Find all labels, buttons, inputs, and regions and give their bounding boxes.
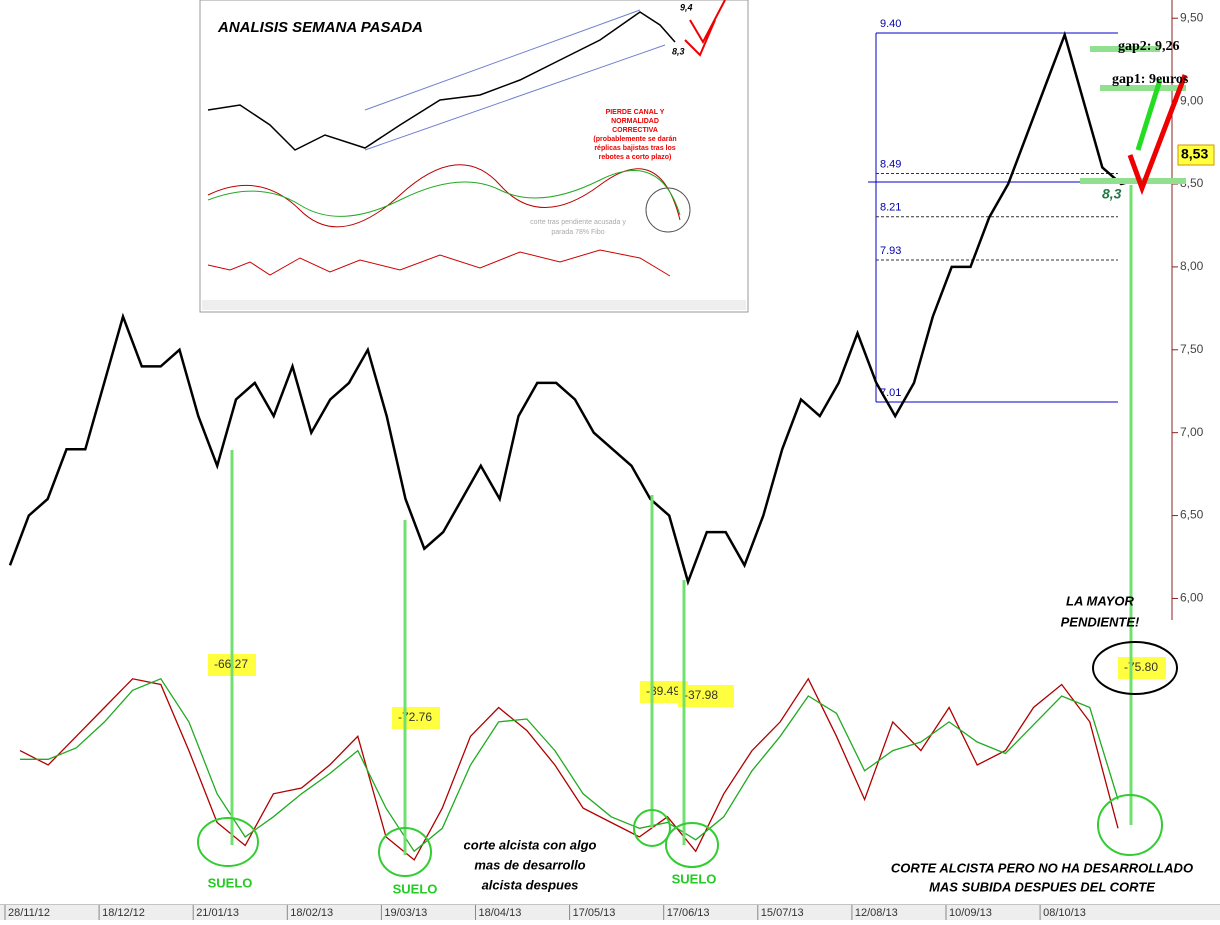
floor-circle [665, 822, 719, 868]
x-tick-label: 08/10/13 [1043, 907, 1086, 919]
inset-note: réplicas bajistas tras los [594, 145, 675, 152]
inset-note: (probablemente se darán [593, 136, 676, 143]
inset-title: ANALISIS SEMANA PASADA [217, 19, 423, 36]
floor-circle [197, 817, 259, 867]
y-tick-label: 7,00 [1180, 425, 1204, 439]
annotation: 8,53 [1181, 146, 1208, 162]
inset-circle [645, 187, 691, 233]
annotation: PENDIENTE! [1061, 614, 1140, 629]
x-tick-label: 19/03/13 [384, 907, 427, 919]
inset-high: 9,4 [680, 2, 693, 12]
inset-note: PIERDE CANAL Y [606, 109, 665, 116]
inset-channel [364, 9, 666, 151]
fib-label: 7.93 [880, 245, 901, 257]
annotation: SUELO [208, 875, 253, 890]
floor-circle [378, 827, 432, 877]
level-label: -75.80 [1124, 660, 1158, 674]
x-tick-label: 18/02/13 [290, 907, 333, 919]
fib-label: 8.21 [880, 202, 901, 214]
level-box [678, 685, 734, 707]
inset-arrows [684, 0, 726, 57]
y-tick-label: 9,50 [1180, 10, 1204, 24]
annotation: alcista despues [482, 877, 579, 892]
fib-label: 7.01 [880, 387, 901, 399]
price-line [8, 30, 1141, 586]
y-tick-label: 7,50 [1180, 342, 1204, 356]
steep-circle [1092, 641, 1178, 695]
x-tick-label: 21/01/13 [196, 907, 239, 919]
inset-date-strip [202, 300, 746, 310]
floor-circle [633, 809, 671, 847]
inset-low: 8,3 [672, 46, 685, 56]
gap1-zone [1100, 85, 1186, 91]
inset-osc2 [207, 170, 681, 217]
x-tick-label: 12/08/13 [855, 907, 898, 919]
inset-osc [207, 164, 681, 228]
date-strip [0, 905, 1220, 920]
inset-price [207, 11, 676, 151]
annotation: gap2: 9,26 [1118, 39, 1179, 54]
oscillator-line [19, 677, 1119, 861]
x-tick-label: 15/07/13 [761, 907, 804, 919]
annotation: corte alcista con algo [464, 837, 597, 852]
fib-label: 9.40 [880, 18, 901, 30]
arrow-green [1135, 79, 1163, 151]
level-label: -37.98 [684, 688, 718, 702]
inset-frame [199, 0, 749, 313]
support-zone [1080, 178, 1186, 184]
inset-osc-note: corte tras pendiente acusada y [530, 219, 626, 226]
x-tick-label: 28/11/12 [8, 907, 50, 919]
inset-lower [207, 249, 671, 277]
inset-note: NORMALIDAD [611, 118, 659, 125]
level-label: -39.49 [646, 684, 680, 698]
inset-osc-note: parada 78% Fibo [551, 229, 604, 236]
annotation: 8,3 [1102, 186, 1122, 202]
x-tick-label: 17/06/13 [667, 907, 710, 919]
x-tick-label: 18/12/12 [102, 907, 145, 919]
y-tick-label: 6,00 [1180, 591, 1204, 605]
inset: ANALISIS SEMANA PASADA 9,4 8,3 [199, 0, 749, 313]
x-tick-label: 17/05/13 [573, 907, 616, 919]
level-label: -72.76 [398, 710, 432, 724]
y-tick-label: 6,50 [1180, 508, 1204, 522]
oscillator-line [20, 677, 1119, 853]
y-tick-label: 8,00 [1180, 259, 1204, 273]
price-box [1177, 144, 1215, 166]
inset-note: rebotes a corto plazo) [599, 154, 672, 161]
gap2-zone [1090, 46, 1160, 52]
annotation: mas de desarrollo [474, 857, 585, 872]
annotation: SUELO [672, 871, 717, 886]
annotation: MAS SUBIDA DESPUES DEL CORTE [929, 879, 1155, 894]
x-tick-label: 10/09/13 [949, 907, 992, 919]
annotation: SUELO [393, 881, 438, 896]
floor-circle [1097, 794, 1163, 856]
annotation: gap1: 9euros [1112, 72, 1189, 87]
arrow-red [1127, 74, 1188, 196]
inset-note: CORRECTIVA [612, 127, 658, 134]
x-tick-label: 18/04/13 [479, 907, 522, 919]
annotation: CORTE ALCISTA PERO NO HA DESARROLLADO [891, 860, 1193, 875]
y-tick-label: 9,00 [1180, 93, 1204, 107]
annotation: LA MAYOR [1066, 593, 1134, 608]
fib-label: 8.49 [880, 158, 901, 170]
